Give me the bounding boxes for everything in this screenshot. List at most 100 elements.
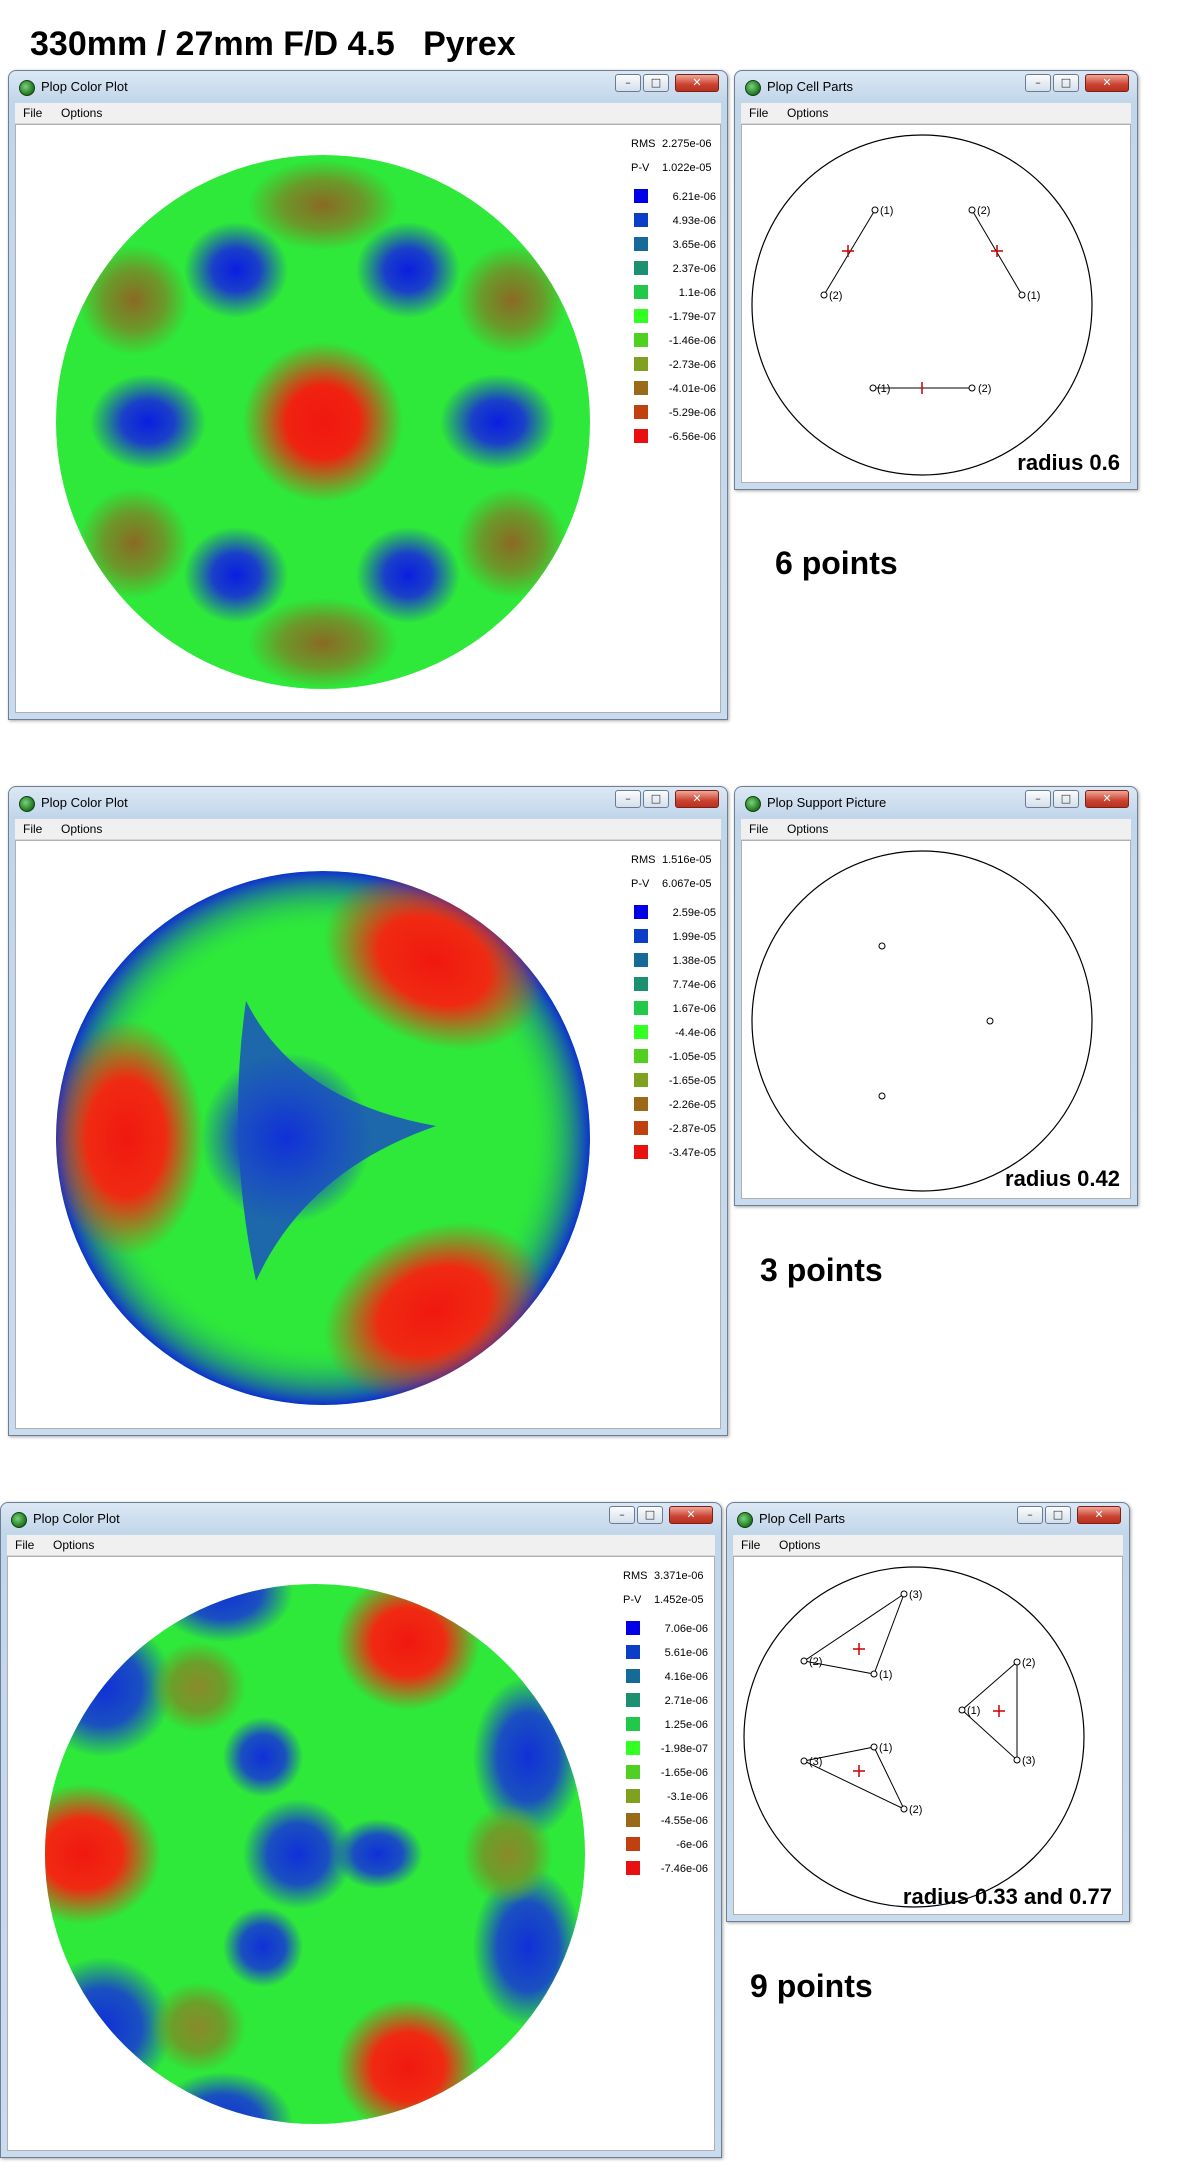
legend-swatch	[634, 381, 648, 395]
minimize-icon[interactable]: –	[615, 790, 641, 808]
title-bar[interactable]: Plop Cell Parts – □ ✕	[727, 1503, 1129, 1535]
legend-swatch	[634, 1073, 648, 1087]
pv-value: 1.452e-05	[654, 1594, 704, 1606]
color-plot-window-2: Plop Color Plot – □ ✕ File Options	[8, 786, 728, 1436]
maximize-icon[interactable]: □	[1053, 74, 1079, 92]
center-marker	[842, 245, 854, 257]
support-point	[871, 206, 879, 214]
wavefront-color-plot: RMS 2.275e-06 P-V 1.022e-05 6.21e-06 4.93…	[56, 138, 716, 689]
support-point	[800, 1657, 808, 1665]
maximize-icon[interactable]: □	[1045, 1506, 1071, 1524]
support-triangle	[802, 1592, 906, 1675]
close-icon[interactable]: ✕	[675, 74, 719, 92]
support-point	[968, 384, 976, 392]
point-label: (1)	[1027, 290, 1040, 302]
legend-value: 3.65e-06	[673, 239, 716, 251]
legend-value: -6e-06	[676, 1839, 708, 1851]
center-marker	[991, 245, 1003, 257]
legend-value: 1.1e-06	[679, 287, 716, 299]
minimize-icon[interactable]: –	[1025, 74, 1051, 92]
point-label: (1)	[880, 205, 893, 217]
legend-value: -3.47e-05	[669, 1147, 716, 1159]
point-label: (2)	[809, 1656, 822, 1668]
legend-swatch	[634, 1145, 648, 1159]
legend-swatch	[634, 189, 648, 203]
points-caption: 3 points	[760, 1252, 883, 1288]
menu-file[interactable]: File	[23, 822, 43, 836]
legend-value: -4.01e-06	[669, 383, 716, 395]
legend-swatch	[626, 1693, 640, 1707]
pv-value: 6.067e-05	[662, 878, 712, 890]
color-plot-window-1: Plop Color Plot – □ ✕ File Options	[8, 70, 728, 720]
minimize-icon[interactable]: –	[1017, 1506, 1043, 1524]
legend-value: -1.65e-05	[669, 1075, 716, 1087]
radius-label: radius 0.33 and 0.77	[902, 1884, 1112, 1909]
menu-options[interactable]: Options	[61, 106, 103, 120]
radius-label: radius 0.6	[1017, 450, 1120, 475]
title-bar[interactable]: Plop Support Picture – □ ✕	[735, 787, 1137, 819]
support-diagram-area: (1) (2) (2) (1) (1) (2) radius 0.6	[741, 124, 1131, 483]
support-point	[870, 1670, 878, 1678]
menu-file[interactable]: File	[15, 1538, 35, 1552]
menu-bar: File Options	[741, 819, 1131, 840]
title-bar[interactable]: Plop Cell Parts – □ ✕	[735, 71, 1137, 103]
legend-swatch	[634, 405, 648, 419]
support-point	[869, 384, 877, 392]
support-point	[1013, 1756, 1021, 1764]
support-diagram: (3) (2) (1) (2) (1) (3) (3) (1) (2)	[743, 1566, 1085, 1908]
menu-file[interactable]: File	[749, 106, 769, 120]
legend-value: -2.87e-05	[669, 1123, 716, 1135]
legend-value: 7.06e-06	[665, 1623, 708, 1635]
maximize-icon[interactable]: □	[643, 74, 669, 92]
minimize-icon[interactable]: –	[615, 74, 641, 92]
plop-app-icon	[745, 80, 761, 96]
mirror-outline	[751, 134, 1093, 476]
legend-value: -5.29e-06	[669, 407, 716, 419]
support-window-3: Plop Cell Parts – □ ✕ File Options (3) (…	[726, 1502, 1130, 1922]
legend-value: 6.21e-06	[673, 191, 716, 203]
title-bar[interactable]: Plop Color Plot – □ ✕	[9, 787, 727, 819]
maximize-icon[interactable]: □	[1053, 790, 1079, 808]
close-icon[interactable]: ✕	[675, 790, 719, 808]
window-title: Plop Cell Parts	[767, 79, 853, 94]
menu-options[interactable]: Options	[787, 822, 829, 836]
minimize-icon[interactable]: –	[609, 1506, 635, 1524]
plot-area: RMS 2.275e-06 P-V 1.022e-05 6.21e-06 4.93…	[15, 124, 721, 713]
close-icon[interactable]: ✕	[1085, 74, 1129, 92]
menu-options[interactable]: Options	[53, 1538, 95, 1552]
legend-value: 2.37e-06	[673, 263, 716, 275]
close-icon[interactable]: ✕	[1077, 1506, 1121, 1524]
legend-value: 2.71e-06	[665, 1695, 708, 1707]
title-bar[interactable]: Plop Color Plot – □ ✕	[1, 1503, 721, 1535]
window-title: Plop Cell Parts	[759, 1511, 845, 1526]
menu-file[interactable]: File	[741, 1538, 761, 1552]
legend-swatch	[626, 1621, 640, 1635]
color-plot-window-3: Plop Color Plot – □ ✕ File Options	[0, 1502, 722, 2158]
color-legend: 2.59e-05 1.99e-05 1.38e-05 7.74e-06 1.67e-06…	[634, 905, 716, 1159]
legend-swatch	[634, 1001, 648, 1015]
maximize-icon[interactable]: □	[643, 790, 669, 808]
support-diagram	[751, 850, 1093, 1192]
legend-swatch	[634, 333, 648, 347]
legend-swatch	[634, 309, 648, 323]
legend-swatch	[634, 213, 648, 227]
menu-options[interactable]: Options	[61, 822, 103, 836]
legend-swatch	[634, 357, 648, 371]
center-marker	[853, 1643, 865, 1655]
minimize-icon[interactable]: –	[1025, 790, 1051, 808]
close-icon[interactable]: ✕	[1085, 790, 1129, 808]
window-title: Plop Color Plot	[41, 79, 128, 94]
menu-file[interactable]: File	[749, 822, 769, 836]
menu-options[interactable]: Options	[779, 1538, 821, 1552]
legend-swatch	[634, 1025, 648, 1039]
menu-file[interactable]: File	[23, 106, 43, 120]
legend-value: -7.46e-06	[661, 1863, 708, 1875]
center-marker	[993, 1705, 1005, 1717]
title-bar[interactable]: Plop Color Plot – □ ✕	[9, 71, 727, 103]
maximize-icon[interactable]: □	[637, 1506, 663, 1524]
pv-label: P-V	[631, 878, 650, 890]
close-icon[interactable]: ✕	[669, 1506, 713, 1524]
legend-value: 1.25e-06	[665, 1719, 708, 1731]
point-label: (1)	[967, 1705, 980, 1717]
menu-options[interactable]: Options	[787, 106, 829, 120]
